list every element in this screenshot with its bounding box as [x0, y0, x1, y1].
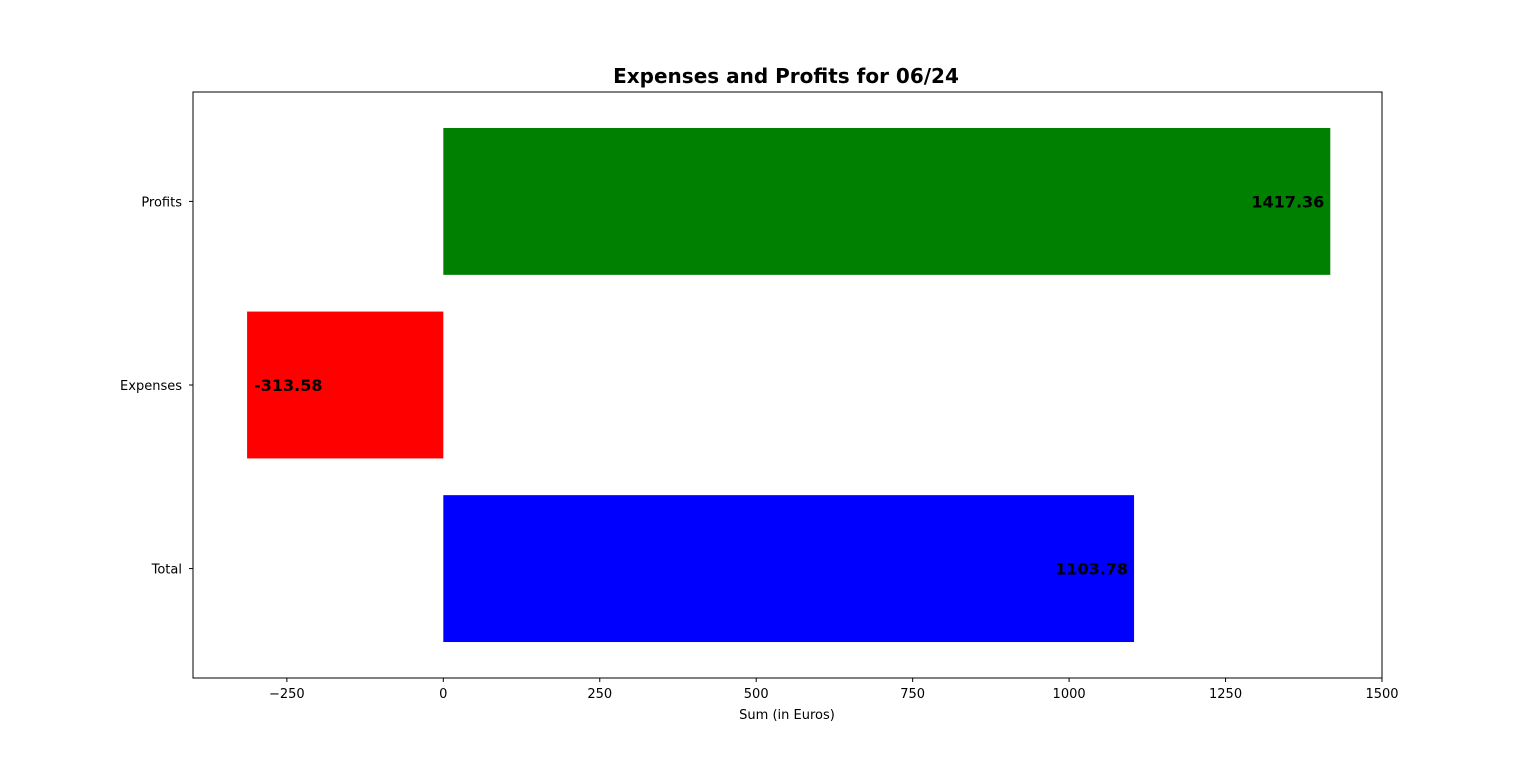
bars-group [247, 127, 1331, 643]
x-tick-label: 250 [587, 687, 612, 702]
bar-value-label-total: 1103.78 [1055, 560, 1128, 579]
x-tick-label: 750 [900, 687, 925, 702]
y-axis-ticks: Total Expenses Profits [120, 195, 193, 578]
x-axis-label: Sum (in Euros) [739, 708, 835, 723]
bar-value-label-profits: 1417.36 [1251, 192, 1324, 211]
bar-value-label-expenses: -313.58 [254, 376, 322, 395]
x-tick-label: 0 [439, 687, 447, 702]
x-tick-label: 500 [744, 687, 769, 702]
x-tick-label: 1000 [1053, 687, 1086, 702]
bar-labels-group: 1103.78 -313.58 1417.36 [254, 192, 1324, 578]
y-tick-label-profits: Profits [141, 195, 182, 210]
y-tick-label-total: Total [151, 563, 182, 578]
bar-profits [443, 127, 1331, 275]
chart-title: Expenses and Profits for 06/24 [613, 64, 959, 88]
bar-expenses [247, 311, 444, 459]
x-tick-label: −250 [269, 687, 305, 702]
x-axis-ticks: −250 0 250 500 750 1000 1250 1500 [269, 678, 1399, 702]
x-tick-label: 1250 [1209, 687, 1242, 702]
x-tick-label: 1500 [1365, 687, 1398, 702]
bar-total [443, 495, 1135, 643]
y-tick-label-expenses: Expenses [120, 379, 182, 394]
